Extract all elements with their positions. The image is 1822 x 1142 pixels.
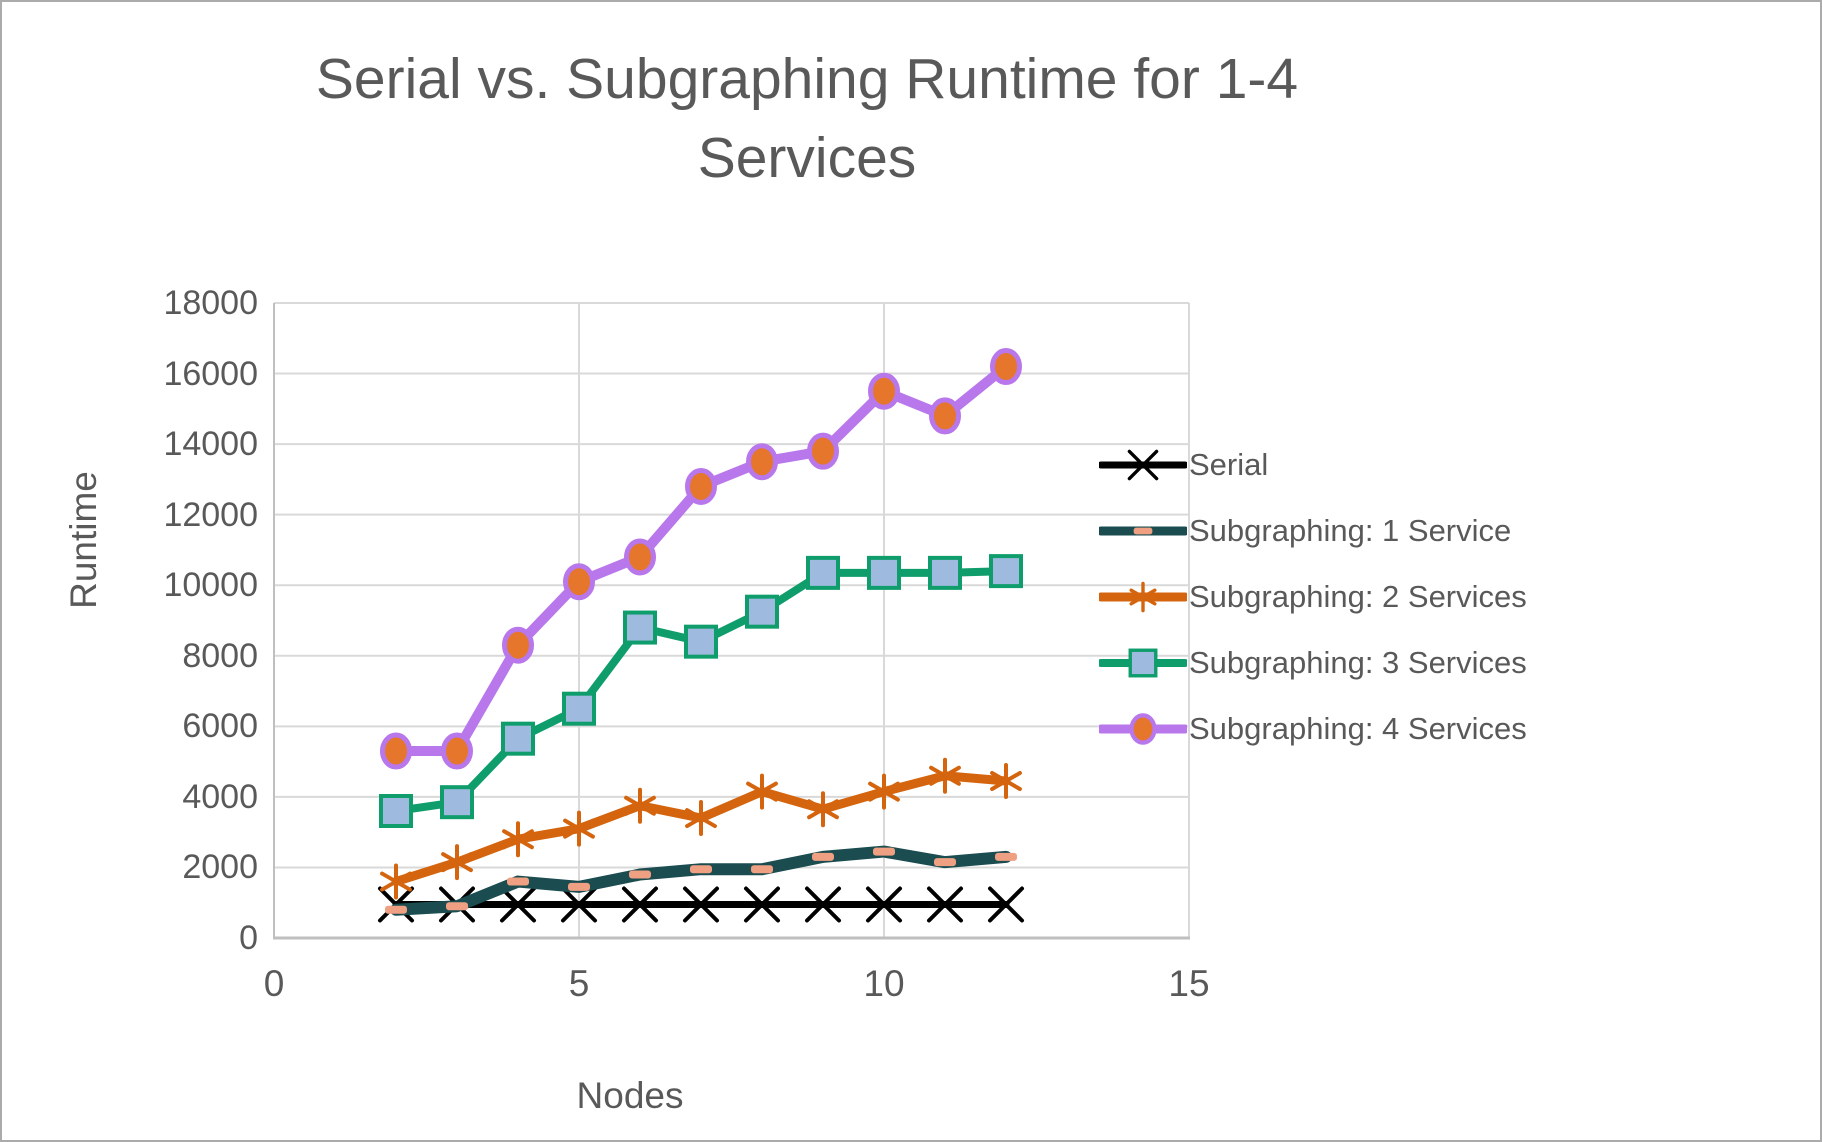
y-tick-label: 8000 xyxy=(182,636,258,675)
square-marker xyxy=(440,785,474,820)
dash-marker xyxy=(1133,527,1153,535)
asterisk-marker xyxy=(929,757,961,794)
series-3 xyxy=(379,554,1023,828)
legend-label: Subgraphing: 3 Services xyxy=(1189,645,1527,680)
y-tick-label: 0 xyxy=(239,919,258,957)
asterisk-marker xyxy=(624,787,656,824)
circle-marker xyxy=(868,372,900,410)
x-marker xyxy=(866,886,902,923)
dash-marker xyxy=(690,865,712,874)
asterisk-marker xyxy=(502,821,534,858)
legend-item: Subgraphing: 1 Service xyxy=(1099,507,1511,555)
asterisk-marker xyxy=(685,800,717,837)
x-axis-title: Nodes xyxy=(576,1075,684,1116)
series-2 xyxy=(380,757,1022,900)
legend-item: Serial xyxy=(1099,441,1268,489)
square-marker xyxy=(501,721,535,756)
asterisk-marker xyxy=(563,810,595,847)
square-marker xyxy=(562,691,596,726)
y-tick-label: 4000 xyxy=(182,777,258,816)
x-tick-label: 10 xyxy=(863,963,905,1004)
circle-marker xyxy=(1129,713,1157,745)
asterisk-marker xyxy=(807,791,839,828)
circle-marker xyxy=(746,443,778,481)
circle-marker xyxy=(502,626,534,664)
x-marker xyxy=(683,886,719,923)
y-tick-label: 10000 xyxy=(163,566,258,605)
dash-marker xyxy=(751,865,773,874)
legend-label: Subgraphing: 4 Services xyxy=(1189,711,1527,746)
chart-title: Serial vs. Subgraphing Runtime for 1-4 S… xyxy=(315,47,1299,190)
square-marker xyxy=(379,794,413,828)
series-1 xyxy=(385,845,1017,916)
x-tick-label: 5 xyxy=(568,963,590,1004)
x-marker xyxy=(744,886,780,923)
dash-marker xyxy=(385,905,407,914)
gridlines xyxy=(274,302,1190,938)
x-tick-label: 15 xyxy=(1168,963,1210,1004)
asterisk-marker xyxy=(380,863,412,900)
dash-marker xyxy=(629,870,651,879)
dash-marker xyxy=(873,847,895,856)
legend-swatch xyxy=(1099,713,1187,745)
circle-marker xyxy=(929,397,961,435)
asterisk-marker xyxy=(746,773,778,810)
series-4 xyxy=(380,348,1022,770)
square-marker xyxy=(684,624,718,659)
dash-marker xyxy=(507,877,529,886)
y-tick-label: 12000 xyxy=(163,495,258,534)
asterisk-marker xyxy=(868,773,900,810)
dash-marker xyxy=(995,852,1017,861)
legend-swatch xyxy=(1099,581,1187,613)
y-tick-label: 6000 xyxy=(182,707,258,746)
square-marker xyxy=(1128,648,1158,678)
x-marker xyxy=(988,886,1024,923)
legend-swatch xyxy=(1099,526,1187,536)
asterisk-marker xyxy=(441,844,473,881)
circle-marker xyxy=(441,732,473,770)
legend-swatch xyxy=(1099,449,1187,481)
square-marker xyxy=(989,554,1023,589)
x-marker xyxy=(927,886,963,923)
x-marker xyxy=(1127,449,1159,481)
y-tick-label: 18000 xyxy=(163,284,258,322)
x-marker xyxy=(805,886,841,923)
square-marker xyxy=(928,555,962,590)
x-tick-label: 0 xyxy=(263,963,285,1004)
legend-label: Subgraphing: 1 Service xyxy=(1189,513,1512,548)
legend-label: Serial xyxy=(1189,447,1269,482)
x-marker xyxy=(622,886,658,923)
dash-marker xyxy=(446,902,468,911)
dash-marker xyxy=(568,882,590,891)
asterisk-marker xyxy=(1129,581,1157,613)
circle-marker xyxy=(380,732,412,770)
legend-item: Subgraphing: 3 Services xyxy=(1099,639,1527,687)
dash-marker xyxy=(934,858,956,867)
y-tick-label: 14000 xyxy=(163,425,258,464)
circle-marker xyxy=(807,432,839,470)
circle-marker xyxy=(624,538,656,576)
x-marker xyxy=(561,886,597,923)
circle-marker xyxy=(990,348,1022,385)
legend-item: Subgraphing: 4 Services xyxy=(1099,705,1527,753)
circle-marker xyxy=(685,467,717,505)
y-tick-label: 2000 xyxy=(182,848,258,887)
square-marker xyxy=(745,594,779,629)
square-marker xyxy=(867,555,901,590)
axis-lines xyxy=(273,303,1190,940)
circle-marker xyxy=(563,563,595,601)
y-tick-label: 16000 xyxy=(163,354,258,393)
x-marker xyxy=(500,886,536,923)
legend-item: Subgraphing: 2 Services xyxy=(1099,573,1527,621)
square-marker xyxy=(806,555,840,590)
legend-label: Subgraphing: 2 Services xyxy=(1189,579,1527,614)
legend-swatch xyxy=(1099,648,1187,678)
asterisk-marker xyxy=(990,763,1022,800)
square-marker xyxy=(623,610,657,645)
dash-marker xyxy=(812,852,834,861)
